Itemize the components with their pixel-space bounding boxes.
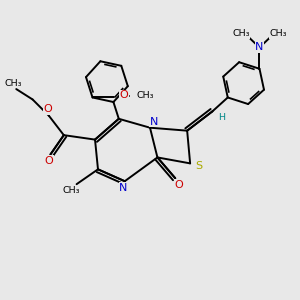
Text: CH₃: CH₃ [136, 91, 154, 100]
Text: CH₃: CH₃ [269, 29, 287, 38]
Text: O: O [175, 180, 183, 190]
Text: CH₃: CH₃ [232, 29, 250, 38]
Text: O: O [45, 156, 53, 166]
Text: CH₃: CH₃ [4, 79, 22, 88]
Text: N: N [119, 183, 128, 193]
Text: O: O [119, 90, 128, 100]
Text: N: N [149, 117, 158, 127]
Text: H: H [218, 113, 225, 122]
Text: O: O [43, 104, 52, 114]
Text: N: N [255, 42, 264, 52]
Text: CH₃: CH₃ [62, 186, 80, 195]
Text: S: S [195, 161, 202, 171]
